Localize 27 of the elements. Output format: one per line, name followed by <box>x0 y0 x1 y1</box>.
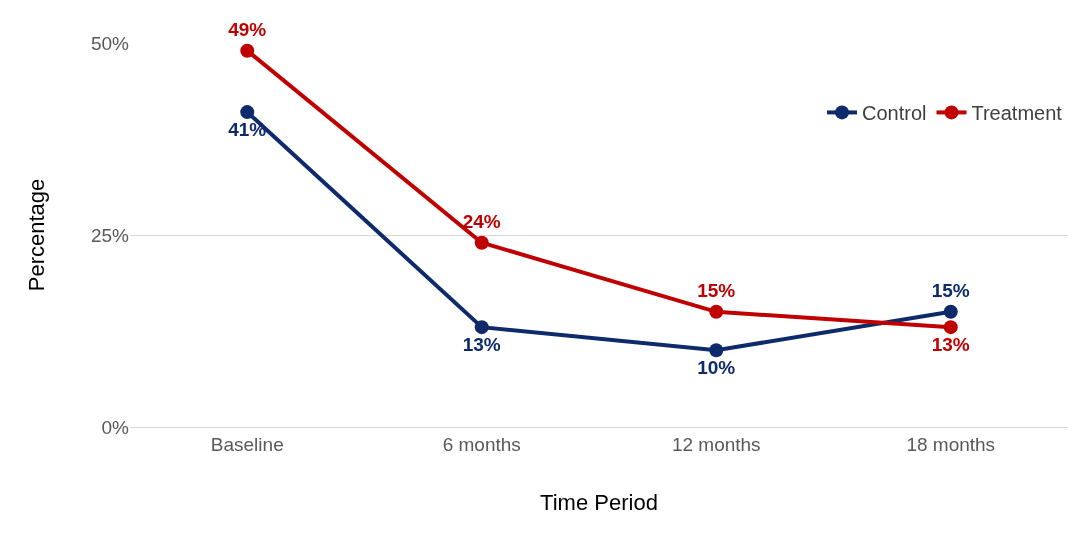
legend-label: Control <box>862 102 927 125</box>
y-tick-label: 50% <box>90 32 130 54</box>
data-label: 24% <box>462 211 501 233</box>
x-tick-label: 6 months <box>442 433 521 455</box>
point <box>709 304 724 319</box>
point <box>474 320 489 335</box>
y-axis-title: Percentage <box>23 178 49 292</box>
data-label: 10% <box>697 357 736 379</box>
point <box>474 235 489 250</box>
data-label: 13% <box>462 334 501 356</box>
x-tick-label: 18 months <box>906 433 996 455</box>
x-tick-label: 12 months <box>671 433 761 455</box>
point <box>943 304 958 319</box>
data-label: 49% <box>228 19 267 41</box>
point <box>709 343 724 358</box>
data-label: 13% <box>931 334 970 356</box>
data-label: 15% <box>697 280 736 302</box>
point <box>240 105 255 120</box>
data-label: 41% <box>228 119 267 141</box>
point <box>240 43 255 58</box>
x-tick-label: Baseline <box>210 433 284 455</box>
x-axis-title: Time Period <box>540 489 658 515</box>
point <box>943 320 958 335</box>
legend-label: Treatment <box>971 102 1063 125</box>
y-tick-label: 0% <box>101 416 130 438</box>
y-tick-label: 25% <box>90 224 130 246</box>
data-label: 15% <box>931 280 970 302</box>
